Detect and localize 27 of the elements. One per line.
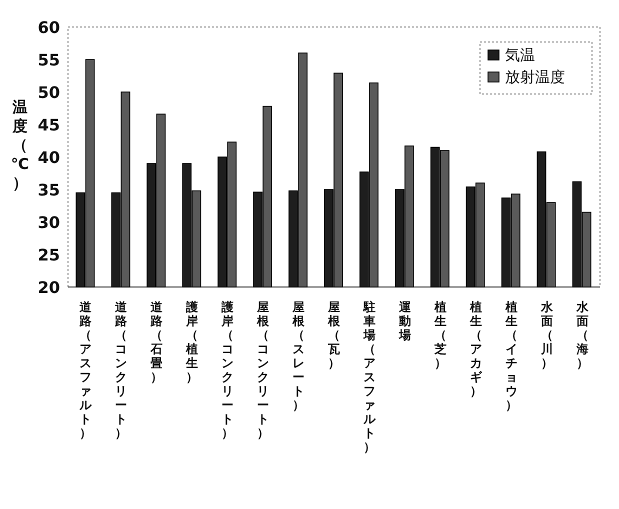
x-tick-label: 屋根（瓦） — [327, 300, 341, 370]
y-tick-label: 45 — [38, 116, 60, 134]
y-tick-label: 30 — [38, 213, 60, 232]
category-label: 駐車場（アスファルト） — [363, 300, 376, 454]
y-tick-label: 60 — [38, 18, 60, 37]
x-tick-label: 水面（海） — [575, 300, 590, 370]
category-label: 道路（アスファルト） — [80, 300, 92, 440]
category-label: 屋根（コンクリート） — [257, 300, 270, 440]
x-tick-label: 植生（アカギ） — [468, 300, 483, 398]
category-label: 護岸（コンクリート） — [222, 300, 234, 440]
x-tick-label: 植生（芝） — [433, 300, 446, 370]
legend-label: 放射温度 — [505, 68, 565, 86]
x-tick-label: 植生（イチョウ） — [504, 300, 518, 412]
y-tick-label: 40 — [38, 148, 60, 167]
y-tick-label: 50 — [38, 83, 60, 102]
x-tick-label: 水面（川） — [540, 300, 554, 370]
category-label: 道路（コンクリート） — [115, 300, 128, 440]
legend-label: 気温 — [505, 46, 535, 64]
y-axis-title: 温度（℃） — [10, 98, 30, 192]
y-tick-label: 20 — [38, 278, 60, 297]
y-tick-label: 25 — [38, 246, 60, 264]
x-tick-label: 運動場 — [398, 300, 412, 342]
x-tick-label: 道路（石畳） — [150, 300, 164, 384]
x-tick-label: 護岸（植生） — [185, 300, 198, 384]
x-tick-label: 屋根（スレート） — [292, 300, 306, 412]
y-tick-label: 55 — [38, 50, 60, 70]
y-tick-label: 35 — [38, 180, 60, 200]
